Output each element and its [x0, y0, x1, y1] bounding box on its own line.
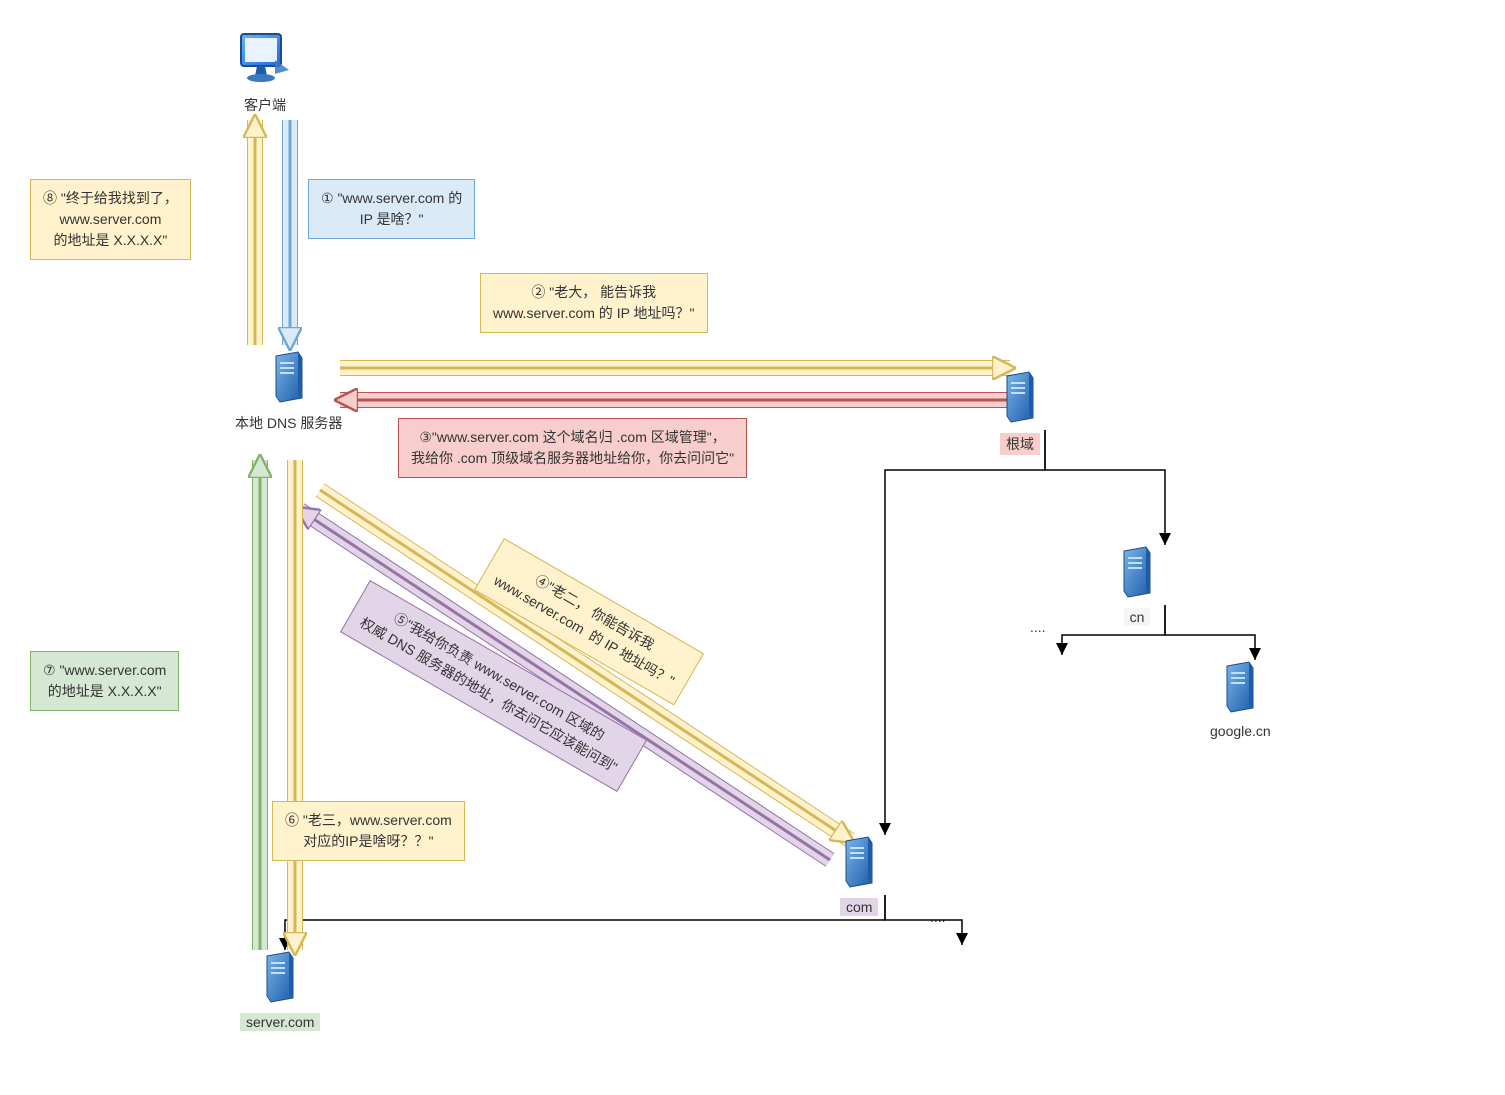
- servercom-icon: [240, 950, 320, 1009]
- node-cn: cn: [1120, 545, 1154, 626]
- msg-m1: ① "www.server.com 的 IP 是啥？": [308, 179, 475, 239]
- msg-m7: ⑦ "www.server.com 的地址是 X.X.X.X": [30, 651, 179, 711]
- diagram-svg: [0, 0, 1505, 1095]
- local_dns-label: 本地 DNS 服务器: [235, 413, 342, 433]
- tree-cn-down2: [1165, 605, 1255, 660]
- cn-label: cn: [1120, 608, 1154, 626]
- node-googlecn: google.cn: [1210, 660, 1271, 739]
- root-icon: [1000, 370, 1040, 429]
- node-com_dots: ....: [930, 905, 946, 925]
- node-com: com: [840, 835, 878, 916]
- msg-m3: ③"www.server.com 这个域名归 .com 区域管理"， 我给你 .…: [398, 418, 747, 478]
- tree-root-com: [885, 430, 1045, 835]
- client-label: 客户端: [235, 95, 295, 115]
- node-root: 根域: [1000, 370, 1040, 455]
- servercom-label: server.com: [240, 1013, 320, 1031]
- node-servercom: server.com: [240, 950, 320, 1031]
- googlecn-icon: [1210, 660, 1271, 719]
- local_dns-icon: [235, 350, 342, 409]
- googlecn-label: google.cn: [1210, 723, 1271, 739]
- tree-com-down: [885, 895, 962, 945]
- tree-lines: [285, 430, 1255, 950]
- com-icon: [840, 835, 878, 894]
- node-local_dns: 本地 DNS 服务器: [235, 350, 342, 433]
- root-label: 根域: [1000, 433, 1040, 455]
- msg-m2: ② "老大， 能告诉我 www.server.com 的 IP 地址吗？": [480, 273, 708, 333]
- tree-root-down: [1045, 430, 1165, 545]
- node-client: 客户端: [235, 30, 295, 115]
- msg-m8: ⑧ "终于给我找到了， www.server.com 的地址是 X.X.X.X": [30, 179, 191, 260]
- cn_dots-label: ....: [1030, 619, 1046, 635]
- msg-m6: ⑥ "老三，www.server.com 对应的IP是啥呀？？": [272, 801, 465, 861]
- client-icon: [235, 30, 295, 91]
- tree-com-srv: [285, 895, 885, 950]
- com_dots-label: ....: [930, 909, 946, 925]
- node-cn_dots: ....: [1030, 615, 1046, 635]
- com-label: com: [840, 898, 878, 916]
- cn-icon: [1120, 545, 1154, 604]
